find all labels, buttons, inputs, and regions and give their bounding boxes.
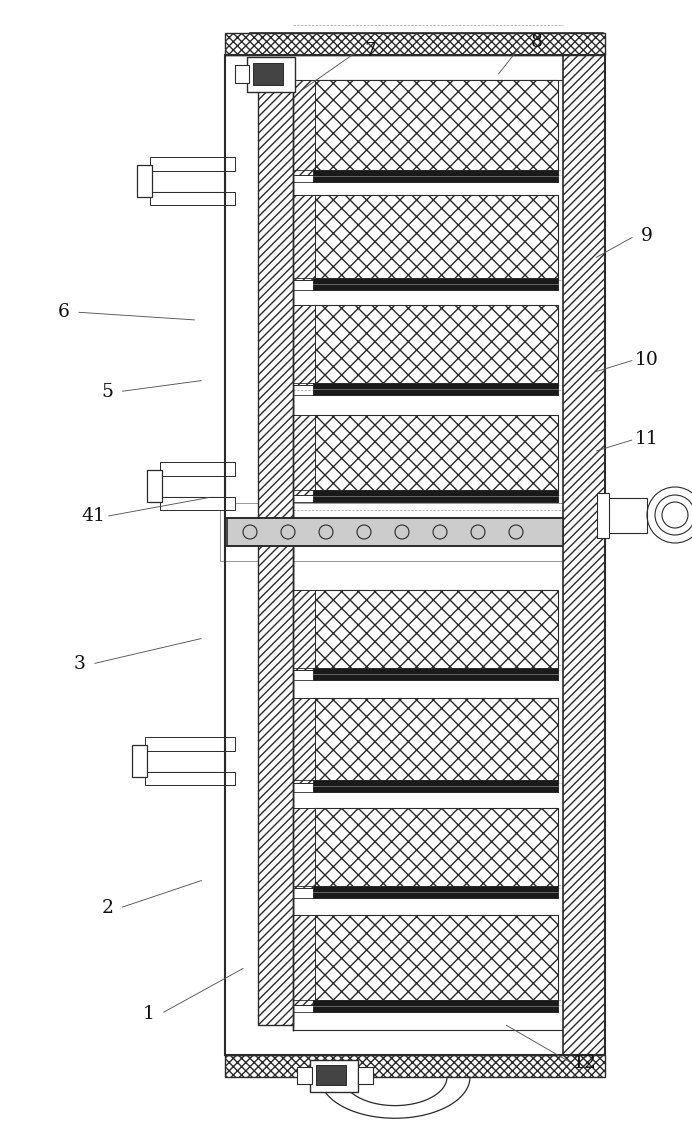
Bar: [313, 415, 558, 495]
Bar: [310, 1060, 358, 1092]
Text: 12: 12: [573, 1054, 597, 1073]
Bar: [313, 590, 558, 670]
Bar: [313, 382, 558, 395]
Bar: [145, 737, 235, 751]
Bar: [225, 54, 605, 1056]
Bar: [597, 493, 609, 538]
Bar: [150, 170, 225, 192]
Bar: [258, 85, 293, 1025]
Bar: [297, 1067, 312, 1084]
Bar: [160, 476, 225, 497]
Bar: [293, 698, 315, 783]
Bar: [563, 54, 605, 1056]
Bar: [247, 57, 295, 92]
Text: 9: 9: [641, 227, 653, 245]
Bar: [313, 1000, 558, 1012]
Bar: [147, 470, 162, 502]
Bar: [227, 518, 563, 546]
Bar: [293, 79, 315, 175]
Bar: [137, 165, 152, 197]
Bar: [150, 192, 235, 205]
Text: 11: 11: [635, 430, 659, 448]
Text: 1: 1: [143, 1004, 155, 1023]
Bar: [235, 65, 249, 83]
Bar: [220, 503, 566, 561]
Bar: [313, 278, 558, 291]
Bar: [150, 157, 235, 171]
Text: 7: 7: [364, 42, 376, 60]
Bar: [313, 808, 558, 888]
Bar: [313, 780, 558, 792]
Bar: [293, 195, 315, 280]
Bar: [313, 886, 558, 898]
Bar: [253, 64, 283, 85]
Bar: [313, 915, 558, 1004]
Bar: [293, 808, 315, 888]
Bar: [293, 415, 315, 495]
Bar: [293, 590, 315, 670]
Bar: [225, 33, 605, 54]
Bar: [313, 79, 558, 175]
Bar: [293, 915, 315, 1004]
Text: 8: 8: [530, 33, 543, 51]
Bar: [145, 772, 235, 785]
Bar: [313, 305, 558, 385]
Bar: [293, 305, 315, 385]
Bar: [132, 745, 147, 777]
Bar: [605, 498, 647, 533]
Bar: [316, 1065, 346, 1085]
Bar: [225, 1056, 605, 1077]
Bar: [313, 195, 558, 280]
Bar: [313, 669, 558, 680]
Bar: [313, 698, 558, 783]
Text: 41: 41: [82, 507, 105, 526]
Bar: [313, 490, 558, 502]
Text: 10: 10: [635, 351, 659, 369]
Bar: [160, 462, 235, 476]
Text: 3: 3: [73, 655, 86, 673]
Bar: [313, 170, 558, 182]
Bar: [358, 1067, 373, 1084]
Bar: [160, 497, 235, 510]
Text: 5: 5: [101, 382, 113, 401]
Bar: [145, 750, 225, 772]
Text: 2: 2: [101, 899, 113, 917]
Text: 6: 6: [57, 303, 70, 321]
